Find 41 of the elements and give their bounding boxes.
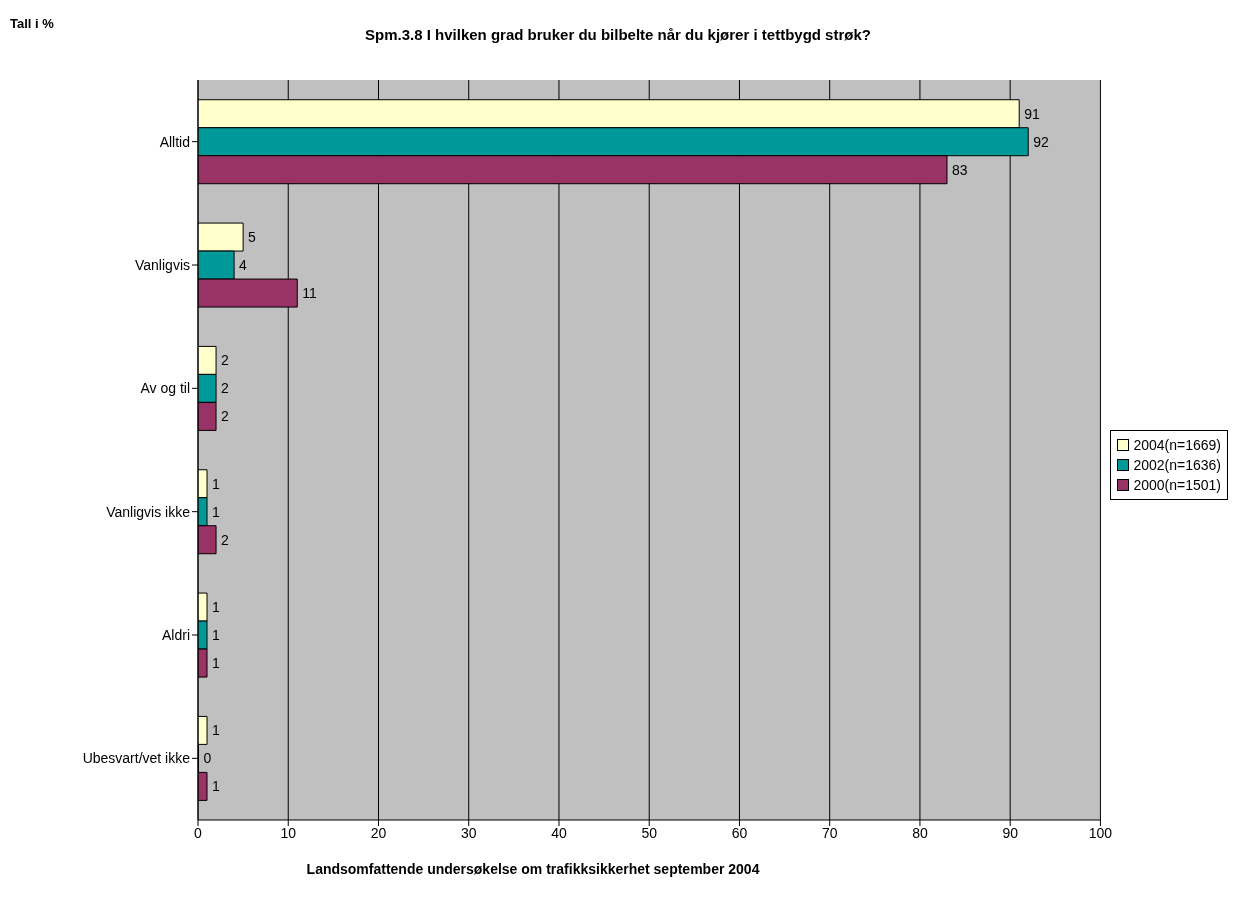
x-tick-label: 60 (731, 824, 748, 841)
data-label: 1 (212, 503, 221, 520)
y-tick-label: Aldri (161, 626, 190, 643)
data-label: 92 (1033, 133, 1050, 150)
y-tick-label: Alltid (159, 133, 190, 150)
legend-label: 2000(n=1501) (1133, 476, 1221, 495)
data-label: 4 (239, 257, 248, 274)
text: Tall i % (10, 16, 54, 31)
text: Landsomfattende undersøkelse om trafikksikkerhet september 2004 (305, 861, 761, 877)
x-tick-label: 30 (460, 824, 477, 841)
x-tick-label: 100 (1088, 824, 1113, 841)
y-tick-label: Vanligvis (135, 256, 190, 273)
data-label: 83 (952, 161, 968, 178)
x-tick-label: 90 (1002, 824, 1019, 841)
data-label: 2 (221, 408, 230, 425)
x-tick-label: 70 (821, 824, 838, 841)
data-label: 5 (248, 229, 257, 246)
data-label: 1 (212, 475, 221, 492)
data-label: 1 (212, 655, 221, 672)
data-label: 1 (212, 627, 221, 644)
data-label: 91 (1024, 105, 1040, 122)
legend-label: 2004(n=1669) (1133, 436, 1221, 455)
data-label: 2 (221, 531, 230, 548)
data-label: 1 (212, 722, 221, 739)
legend-label: 2002(n=1636) (1133, 456, 1221, 475)
y-tick-label: Ubesvart/vet ikke (82, 750, 191, 767)
x-tick-label: 10 (280, 824, 297, 841)
y-tick-label: Vanligvis ikke (106, 503, 191, 520)
data-label: 2 (221, 380, 230, 397)
data-label: 0 (203, 750, 212, 767)
x-tick-label: 80 (912, 824, 928, 841)
x-tick-label: 50 (641, 824, 658, 841)
data-label: 2 (221, 352, 230, 369)
y-tick-label: Av og til (140, 380, 190, 397)
x-tick-label: 20 (370, 824, 387, 841)
data-label: 11 (302, 285, 318, 302)
chart-title: Spm.3.8 I hvilken grad bruker du bilbelte når du kjører i tettbygd strøk? (365, 26, 871, 43)
data-label: 1 (212, 778, 221, 795)
data-label: 1 (212, 599, 221, 616)
x-tick-label: 0 (194, 824, 203, 841)
x-tick-label: 40 (551, 824, 567, 841)
